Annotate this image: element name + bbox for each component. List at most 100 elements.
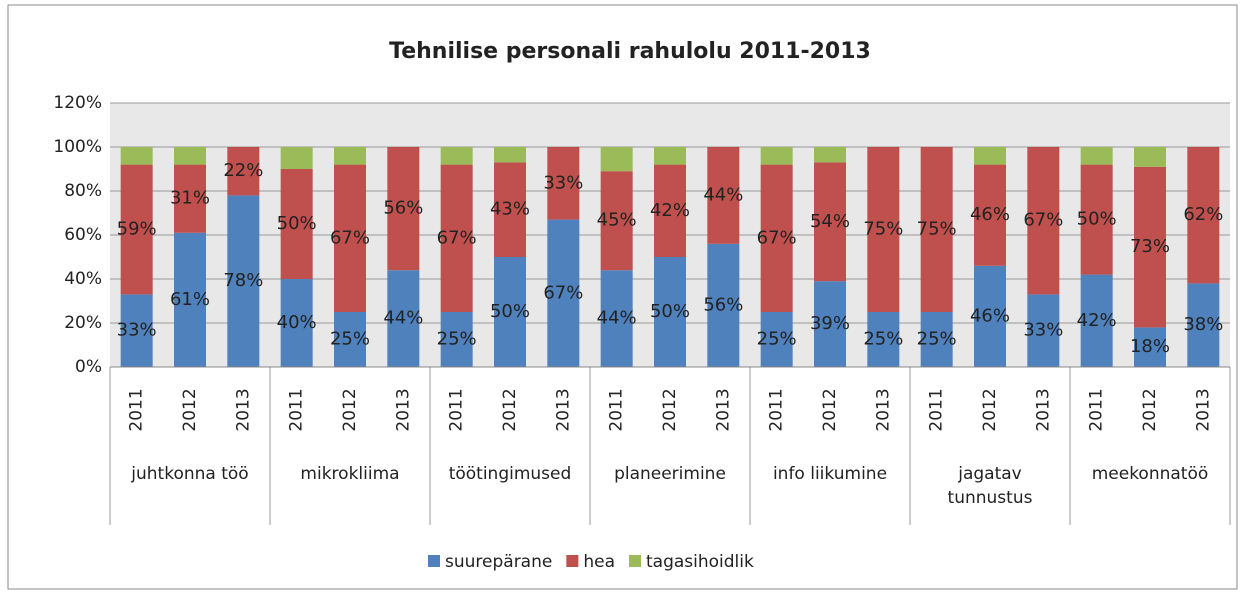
x-tick-label: 2011 bbox=[927, 388, 947, 431]
bar-segment bbox=[1134, 166, 1166, 328]
bar-segment bbox=[814, 162, 846, 282]
value-label: 67% bbox=[330, 227, 370, 248]
x-tick-label: 2012 bbox=[500, 388, 520, 431]
value-label: 25% bbox=[437, 329, 477, 350]
legend-label: tagasihoidlik bbox=[646, 552, 754, 572]
x-tick-label: 2013 bbox=[393, 388, 413, 431]
x-tick-label: 2013 bbox=[713, 388, 733, 431]
legend-label: hea bbox=[583, 552, 615, 572]
x-tick-label: 2011 bbox=[447, 388, 467, 431]
bar-segment bbox=[600, 147, 633, 172]
bar-segment bbox=[440, 147, 473, 165]
group-label-box: info liikumine bbox=[773, 464, 887, 484]
bar-segment bbox=[547, 147, 580, 220]
legend-label: suurepärane bbox=[445, 552, 552, 572]
bar-segment bbox=[760, 312, 793, 367]
value-label: 33% bbox=[1023, 320, 1063, 341]
bar-segment bbox=[440, 164, 473, 312]
bar-segment bbox=[387, 270, 420, 367]
value-label: 56% bbox=[703, 294, 743, 315]
bar-segment bbox=[1187, 283, 1220, 367]
x-tick-label: 2013 bbox=[553, 388, 573, 431]
value-label: 73% bbox=[1130, 236, 1170, 257]
value-label: 56% bbox=[383, 198, 423, 219]
bar-segment bbox=[974, 147, 1006, 165]
bar-segment bbox=[334, 164, 366, 312]
value-label: 25% bbox=[757, 329, 797, 350]
value-label: 67% bbox=[1023, 210, 1063, 231]
group-label: meekonnatöö bbox=[1091, 464, 1209, 484]
bar-segment bbox=[760, 147, 793, 165]
bar-segment bbox=[707, 243, 740, 367]
x-tick-label: 2011 bbox=[287, 388, 307, 431]
group-label-box: meekonnatöö bbox=[1091, 464, 1209, 484]
group-label-box: jagatav tunnustus bbox=[947, 464, 1033, 508]
value-label: 18% bbox=[1130, 336, 1170, 357]
value-label: 78% bbox=[223, 270, 263, 291]
value-label: 25% bbox=[863, 329, 903, 350]
y-tick-label: 100% bbox=[53, 137, 102, 157]
value-label: 50% bbox=[490, 301, 530, 322]
x-tick-label: 2011 bbox=[127, 388, 147, 431]
bar-segment bbox=[654, 147, 686, 165]
value-label: 44% bbox=[383, 308, 423, 329]
value-label: 42% bbox=[650, 200, 690, 221]
bar-segment bbox=[1080, 147, 1113, 165]
bar-segment bbox=[1134, 327, 1166, 367]
bar-segment bbox=[227, 195, 260, 367]
value-label: 59% bbox=[117, 219, 157, 240]
value-label: 22% bbox=[223, 160, 263, 181]
y-tick-label: 40% bbox=[64, 269, 102, 289]
legend-swatch bbox=[566, 555, 579, 567]
value-label: 54% bbox=[810, 211, 850, 232]
x-tick-label: 2012 bbox=[180, 388, 200, 431]
bar-segment bbox=[600, 171, 633, 271]
bar-segment bbox=[174, 147, 206, 165]
value-label: 46% bbox=[970, 204, 1010, 225]
value-label: 43% bbox=[490, 199, 530, 220]
x-tick-label: 2013 bbox=[1033, 388, 1053, 431]
y-tick-label: 0% bbox=[75, 357, 102, 377]
value-label: 42% bbox=[1077, 310, 1117, 331]
bar-segment bbox=[494, 147, 526, 163]
bar-segment bbox=[120, 294, 153, 367]
bar-segment bbox=[440, 312, 473, 367]
x-tick-label: 2012 bbox=[340, 388, 360, 431]
bar-segment bbox=[1080, 164, 1113, 275]
bar-segment bbox=[334, 312, 366, 367]
x-tick-label: 2013 bbox=[1193, 388, 1213, 431]
x-tick-label: 2013 bbox=[233, 388, 253, 431]
bar-segment bbox=[174, 232, 206, 367]
y-tick-label: 120% bbox=[53, 93, 102, 113]
value-label: 46% bbox=[970, 305, 1010, 326]
x-tick-label: 2011 bbox=[767, 388, 787, 431]
bar-segment bbox=[654, 257, 686, 367]
x-tick-label: 2012 bbox=[980, 388, 1000, 431]
group-label-box: planeerimine bbox=[614, 464, 726, 484]
bar-segment bbox=[600, 270, 633, 367]
value-label: 67% bbox=[757, 227, 797, 248]
legend-swatch bbox=[629, 555, 641, 567]
bar-segment bbox=[867, 312, 900, 367]
x-tick-label: 2011 bbox=[607, 388, 627, 431]
bar-segment bbox=[920, 312, 953, 367]
bar-segment bbox=[707, 147, 740, 244]
bar-segment bbox=[814, 147, 846, 163]
value-label: 44% bbox=[703, 184, 743, 205]
group-label: töötingimused bbox=[448, 464, 572, 484]
bar-segment bbox=[760, 164, 793, 312]
bar-segment bbox=[334, 147, 366, 165]
bar-segment bbox=[814, 281, 846, 367]
value-label: 31% bbox=[170, 188, 210, 209]
bar-segment bbox=[494, 162, 526, 257]
value-label: 62% bbox=[1183, 204, 1223, 225]
group-label-box: juhtkonna töö bbox=[131, 464, 248, 484]
value-label: 61% bbox=[170, 289, 210, 310]
bar-segment bbox=[280, 147, 313, 169]
group-label: jagatav tunnustus bbox=[947, 464, 1033, 508]
bar-segment bbox=[920, 147, 953, 312]
value-label: 25% bbox=[330, 329, 370, 350]
bar-segment bbox=[974, 265, 1006, 367]
value-label: 39% bbox=[810, 313, 850, 334]
value-label: 50% bbox=[277, 213, 317, 234]
